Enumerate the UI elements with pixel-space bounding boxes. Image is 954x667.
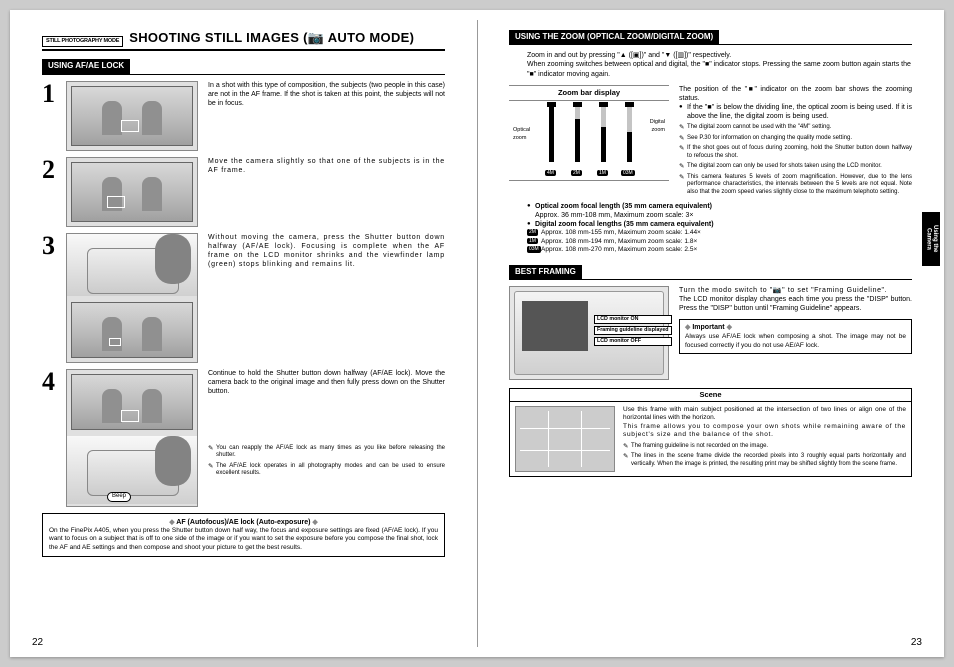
callout-body: On the FinePix A405, when you press the … [49,527,438,552]
step-4-body: Continue to hold the Shutter button down… [208,370,445,395]
focal-s2-tag: 1M [527,238,538,245]
section-rule [42,74,445,75]
header-badge: STILL PHOTOGRAPHY MODE [42,36,123,47]
zoom-text: The position of the "■" indicator on the… [679,85,912,196]
zoom-bullet: If the "■" is below the dividing line, t… [679,103,912,121]
step-1-image [66,81,198,151]
focal-l1: Optical zoom focal length (35 mm camera … [535,203,712,210]
focal-lengths: Optical zoom focal length (35 mm camera … [527,202,912,255]
zb-0: 4M [545,170,556,177]
scene-p2: This frame allows you to compose your ow… [623,423,906,440]
step-4-num: 4 [42,369,62,395]
focal-digital: Digital zoom focal lengths (35 mm camera… [527,220,912,229]
page-number-22: 22 [32,636,43,649]
side-tab: Using the Camera [922,212,940,266]
zoom-p1: The position of the "■" indicator on the… [679,85,912,103]
important-title: ◆ Important ◆ [685,323,906,332]
page-left: STILL PHOTOGRAPHY MODE SHOOTING STILL IM… [10,10,477,657]
focal-s3-tag: 03M [527,246,541,253]
step-3: 3 Without moving the camera, press the S… [42,233,445,363]
step-4-text: Continue to hold the Shutter button down… [208,369,445,478]
step-2: 2 Move the camera slightly so that one o… [42,157,445,227]
step-1-num: 1 [42,81,62,107]
header-title: SHOOTING STILL IMAGES (📷 AUTO MODE) [129,30,414,47]
section-zoom: USING THE ZOOM (OPTICAL ZOOM/DIGITAL ZOO… [509,30,719,44]
focal-s1: 2MApprox. 108 mm-155 mm, Maximum zoom sc… [527,229,912,237]
note-2: The AF/AE lock operates in all photograp… [208,463,445,478]
step-3-num: 3 [42,233,62,259]
zn1: The digital zoom cannot be used with the… [679,124,912,132]
step-2-image [66,157,198,227]
label-optical: Optical zoom [513,127,539,141]
step-4-image: Beep [66,369,198,507]
focal-l1b: Approx. 36 mm-108 mm, Maximum zoom scale… [527,211,912,220]
bf-call-3: LCD monitor OFF [594,337,672,346]
zoom-intro-1: Zoom in and out by pressing "▲ ([▣])" an… [527,51,912,60]
section-rule-2 [509,279,912,280]
header-rule [42,49,445,51]
scene-figure [515,406,615,472]
zn5: This camera features 5 levels of zoom ma… [679,174,912,197]
label-digital: Digital zoom [641,119,665,133]
zb-1: 2M [571,170,582,177]
zoom-intro-2: When zooming switches between optical an… [527,60,912,78]
afae-callout: ◆ AF (Autofocus)/AE lock (Auto-exposure)… [42,513,445,557]
bf-callouts: LCD monitor ON Framing guideline display… [594,315,672,348]
page-spread: STILL PHOTOGRAPHY MODE SHOOTING STILL IM… [10,10,944,657]
page-right: USING THE ZOOM (OPTICAL ZOOM/DIGITAL ZOO… [477,10,944,657]
focal-s3-txt: Approx. 108 mm-270 mm, Maximum zoom scal… [541,246,697,253]
zn2: See P.30 for information on changing the… [679,135,912,143]
step-1-text: In a shot with this type of composition,… [208,81,445,108]
scene-n2: The lines in the scene frame divide the … [623,453,906,468]
zb-3: 03M [621,170,635,177]
zoom-chart: Optical zoom Digital zoom 4M 2M 1M 03M [509,101,669,181]
scene-n1: The framing guideline is not recorded on… [623,443,906,451]
important-body: Always use AF/AE lock when composing a s… [685,333,906,350]
scene-p1: Use this frame with main subject positio… [623,406,906,423]
callout-title: ◆ AF (Autofocus)/AE lock (Auto-exposure)… [49,518,438,527]
scene-box: Scene Use this frame with main subject p… [509,388,912,477]
scene-text: Use this frame with main subject positio… [623,406,906,472]
bf-p2: The LCD monitor display changes each tim… [679,295,912,313]
beep-label: Beep [107,492,131,502]
zn4: The digital zoom can only be used for sh… [679,163,912,171]
bf-figure: LCD monitor ON Framing guideline display… [509,286,669,380]
bf-text: Turn the modo switch to "📷" to set "Fram… [679,286,912,380]
step-1: 1 In a shot with this type of compositio… [42,81,445,151]
step-2-text: Move the camera slightly so that one of … [208,157,445,175]
bf-p1: Turn the modo switch to "📷" to set "Fram… [679,286,912,295]
important-box: ◆ Important ◆ Always use AF/AE lock when… [679,319,912,354]
focal-s2: 1MApprox. 108 mm-194 mm, Maximum zoom sc… [527,238,912,246]
zn3: If the shot goes out of focus during zoo… [679,145,912,160]
page-number-23: 23 [911,636,922,649]
step-4: 4 Beep Continue to hold the Shutter butt… [42,369,445,507]
best-framing-row: LCD monitor ON Framing guideline display… [509,286,912,380]
focal-s2-txt: Approx. 108 mm-194 mm, Maximum zoom scal… [541,238,697,245]
bf-call-2: Framing guideline displayed [594,326,672,335]
section-rule [509,44,912,45]
zoom-intro: Zoom in and out by pressing "▲ ([▣])" an… [527,51,912,78]
focal-l2: Digital zoom focal lengths (35 mm camera… [535,221,714,228]
zoom-figure-title: Zoom bar display [509,86,669,102]
note-1: You can reapply the AF/AE lock as many t… [208,445,445,460]
step-3-text: Without moving the camera, press the Shu… [208,233,445,269]
zoom-row: Zoom bar display Optical zoom Digital zo… [509,85,912,196]
focal-s1-txt: Approx. 108 mm-155 mm, Maximum zoom scal… [541,229,701,236]
important-title-text: Important [692,324,724,331]
scene-title: Scene [510,389,911,402]
zoom-figure: Zoom bar display Optical zoom Digital zo… [509,85,669,196]
step-2-num: 2 [42,157,62,183]
focal-optical: Optical zoom focal length (35 mm camera … [527,202,912,211]
focal-s3: 03MApprox. 108 mm-270 mm, Maximum zoom s… [527,246,912,254]
zb-2: 1M [597,170,608,177]
scene-body: Use this frame with main subject positio… [510,402,911,476]
header: STILL PHOTOGRAPHY MODE SHOOTING STILL IM… [42,30,445,47]
section-afae: USING AF/AE LOCK [42,59,130,73]
section-framing: BEST FRAMING [509,265,582,279]
step-3-image [66,233,198,363]
bf-call-1: LCD monitor ON [594,315,672,324]
focal-s1-tag: 2M [527,229,538,236]
callout-title-text: AF (Autofocus)/AE lock (Auto-exposure) [176,519,310,526]
